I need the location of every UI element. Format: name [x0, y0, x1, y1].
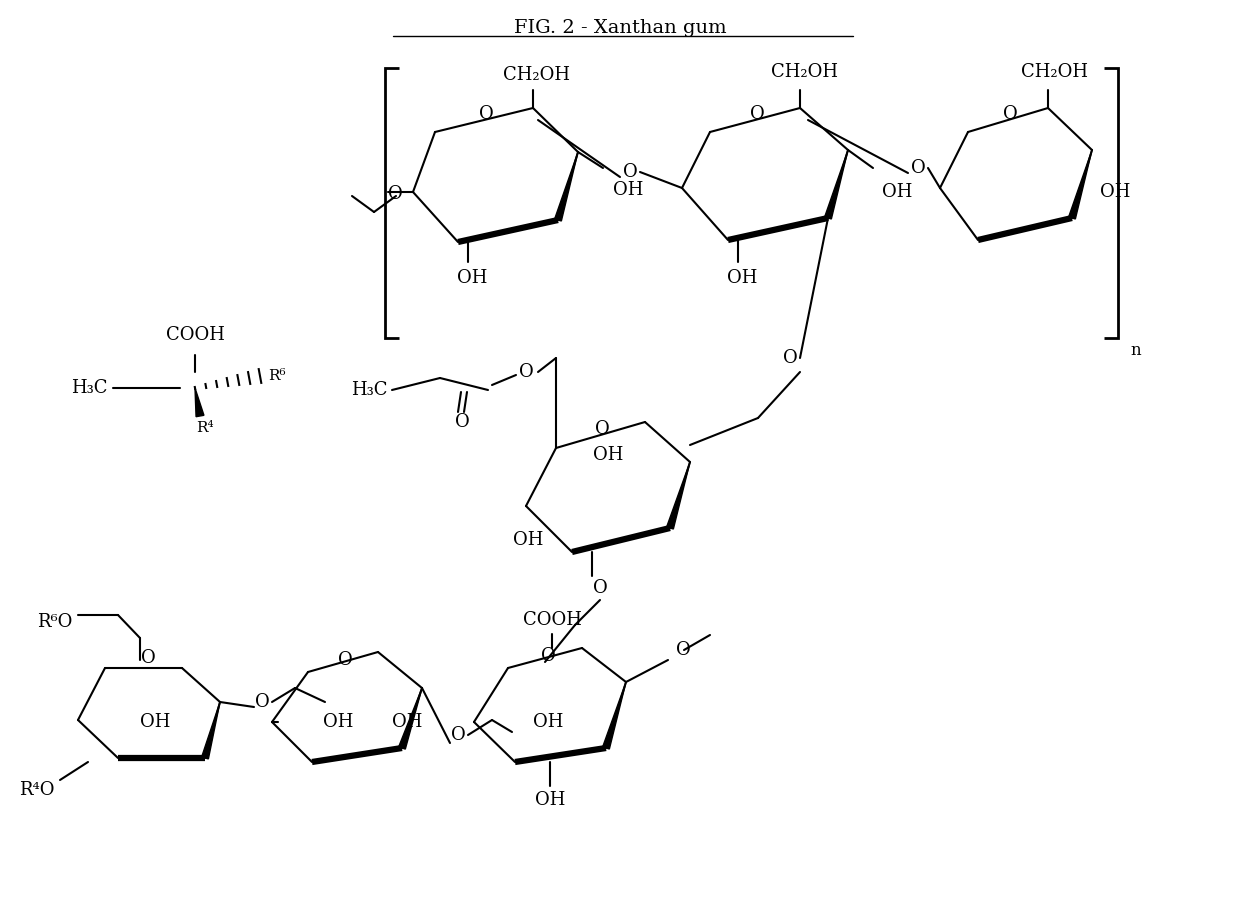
Text: O: O: [593, 579, 608, 597]
Text: OH: OH: [1100, 183, 1131, 201]
Text: O: O: [750, 105, 764, 123]
Text: OH: OH: [456, 269, 487, 287]
Polygon shape: [195, 388, 203, 416]
Text: O: O: [337, 651, 352, 669]
Text: O: O: [479, 105, 494, 123]
Text: OH: OH: [534, 791, 565, 809]
Text: OH: OH: [513, 531, 543, 549]
Text: O: O: [518, 363, 533, 381]
Text: CH₂OH: CH₂OH: [503, 66, 570, 84]
Text: OH: OH: [140, 713, 170, 731]
Text: CH₂OH: CH₂OH: [771, 63, 838, 81]
Polygon shape: [825, 150, 848, 219]
Text: R⁴O: R⁴O: [20, 781, 55, 799]
Text: R⁶O: R⁶O: [37, 613, 72, 631]
Text: O: O: [388, 185, 403, 203]
Text: O: O: [140, 649, 155, 667]
Text: O: O: [254, 693, 269, 711]
Text: OH: OH: [593, 446, 624, 464]
Text: R⁴: R⁴: [196, 421, 213, 435]
Polygon shape: [667, 462, 689, 529]
Text: O: O: [455, 413, 470, 431]
Text: R⁶: R⁶: [268, 369, 285, 383]
Text: O: O: [782, 349, 797, 367]
Polygon shape: [399, 688, 422, 749]
Text: O: O: [622, 163, 637, 181]
Text: O: O: [676, 641, 691, 659]
Text: H₃C: H₃C: [351, 381, 388, 399]
Text: O: O: [910, 159, 925, 177]
Text: OH: OH: [882, 183, 913, 201]
Text: H₃C: H₃C: [72, 379, 108, 397]
Text: OH: OH: [613, 181, 644, 199]
Text: FIG. 2 - Xanthan gum: FIG. 2 - Xanthan gum: [513, 19, 727, 37]
Text: O: O: [450, 726, 465, 744]
Text: OH: OH: [533, 713, 563, 731]
Text: COOH: COOH: [166, 326, 224, 344]
Polygon shape: [1069, 150, 1092, 219]
Text: CH₂OH: CH₂OH: [1022, 63, 1089, 81]
Text: OH: OH: [322, 713, 353, 731]
Text: OH: OH: [392, 713, 423, 731]
Text: OH: OH: [727, 269, 758, 287]
Text: COOH: COOH: [522, 611, 582, 629]
Text: O: O: [541, 647, 556, 665]
Text: O: O: [595, 420, 610, 438]
Text: O: O: [1003, 105, 1017, 123]
Polygon shape: [554, 152, 578, 221]
Text: n: n: [1130, 342, 1141, 359]
Polygon shape: [603, 682, 626, 749]
Polygon shape: [202, 702, 219, 759]
